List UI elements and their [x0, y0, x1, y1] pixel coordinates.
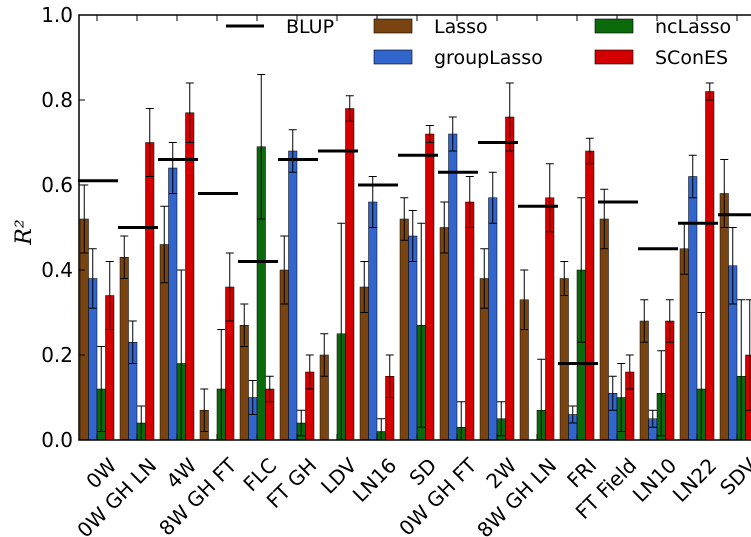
- bar-groupLasso-9: [448, 133, 458, 441]
- legend: BLUP Lasso ncLasso groupLasso SConES: [226, 16, 731, 69]
- blup-layer: [78, 141, 751, 365]
- bar-groupLasso-5: [288, 150, 298, 441]
- legend-label-groupLasso: groupLasso: [434, 47, 543, 69]
- legend-label-ncLasso: ncLasso: [655, 16, 731, 38]
- bar-SConES-12: [585, 150, 595, 441]
- plot-frame: [78, 14, 751, 441]
- legend-label-BLUP: BLUP: [286, 16, 334, 38]
- legend-swatch-groupLasso: [373, 49, 413, 65]
- y-tick-label-5: 1.0: [41, 3, 73, 27]
- bar-SConES-11: [545, 197, 555, 441]
- legend-label-SConES: SConES: [655, 47, 728, 69]
- y-tick-label-0: 0.0: [41, 428, 73, 452]
- y-tick-label-2: 0.4: [41, 258, 73, 282]
- bar-groupLasso-8: [408, 235, 418, 441]
- y-tick-label-4: 0.8: [41, 88, 73, 112]
- legend-swatch-SConES: [594, 49, 634, 65]
- y-tick-label-1: 0.2: [41, 343, 73, 367]
- bar-SConES-8: [425, 133, 435, 441]
- legend-label-Lasso: Lasso: [434, 16, 488, 38]
- bar-SConES-9: [465, 201, 475, 441]
- legend-swatch-ncLasso: [594, 18, 634, 34]
- bar-groupLasso-2: [168, 167, 178, 441]
- bar-SConES-10: [505, 116, 515, 441]
- bar-Lasso-16: [719, 193, 729, 441]
- y-axis-label: R²: [12, 219, 37, 245]
- x-tick-label-3: 8W GH FT: [154, 453, 242, 537]
- bar-Lasso-15: [679, 248, 689, 441]
- bar-Lasso-1: [119, 257, 129, 441]
- y-tick-label-3: 0.6: [41, 173, 73, 197]
- bar-Lasso-12: [559, 278, 569, 441]
- x-tick-label-16: SDV: [715, 453, 751, 499]
- x-tick-label-14: LN10: [628, 453, 681, 506]
- bar-SConES-15: [705, 91, 715, 441]
- bar-Lasso-8: [399, 218, 409, 441]
- y-axis: 0.0 0.2 0.4 0.6 0.8 1.0: [41, 3, 85, 452]
- bar-SConES-1: [145, 142, 155, 441]
- x-tick-label-7: LN16: [348, 453, 401, 506]
- error-bars-layer: [80, 74, 751, 441]
- bar-groupLasso-7: [368, 201, 378, 441]
- bars-layer: [79, 91, 751, 441]
- x-tick-label-9: 0W GH FT: [394, 453, 482, 537]
- legend-swatch-Lasso: [373, 18, 413, 34]
- x-tick-label-15: LN22: [668, 453, 721, 506]
- bar-groupLasso-15: [688, 176, 698, 441]
- bar-Lasso-9: [439, 227, 449, 441]
- bar-SConES-2: [185, 112, 195, 441]
- bar-Lasso-13: [599, 218, 609, 441]
- bar-groupLasso-10: [488, 197, 498, 441]
- bar-SConES-6: [345, 108, 355, 441]
